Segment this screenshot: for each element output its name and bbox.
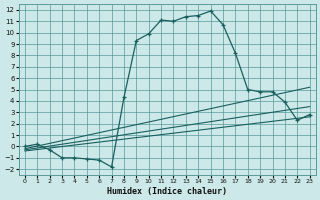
- X-axis label: Humidex (Indice chaleur): Humidex (Indice chaleur): [107, 187, 227, 196]
